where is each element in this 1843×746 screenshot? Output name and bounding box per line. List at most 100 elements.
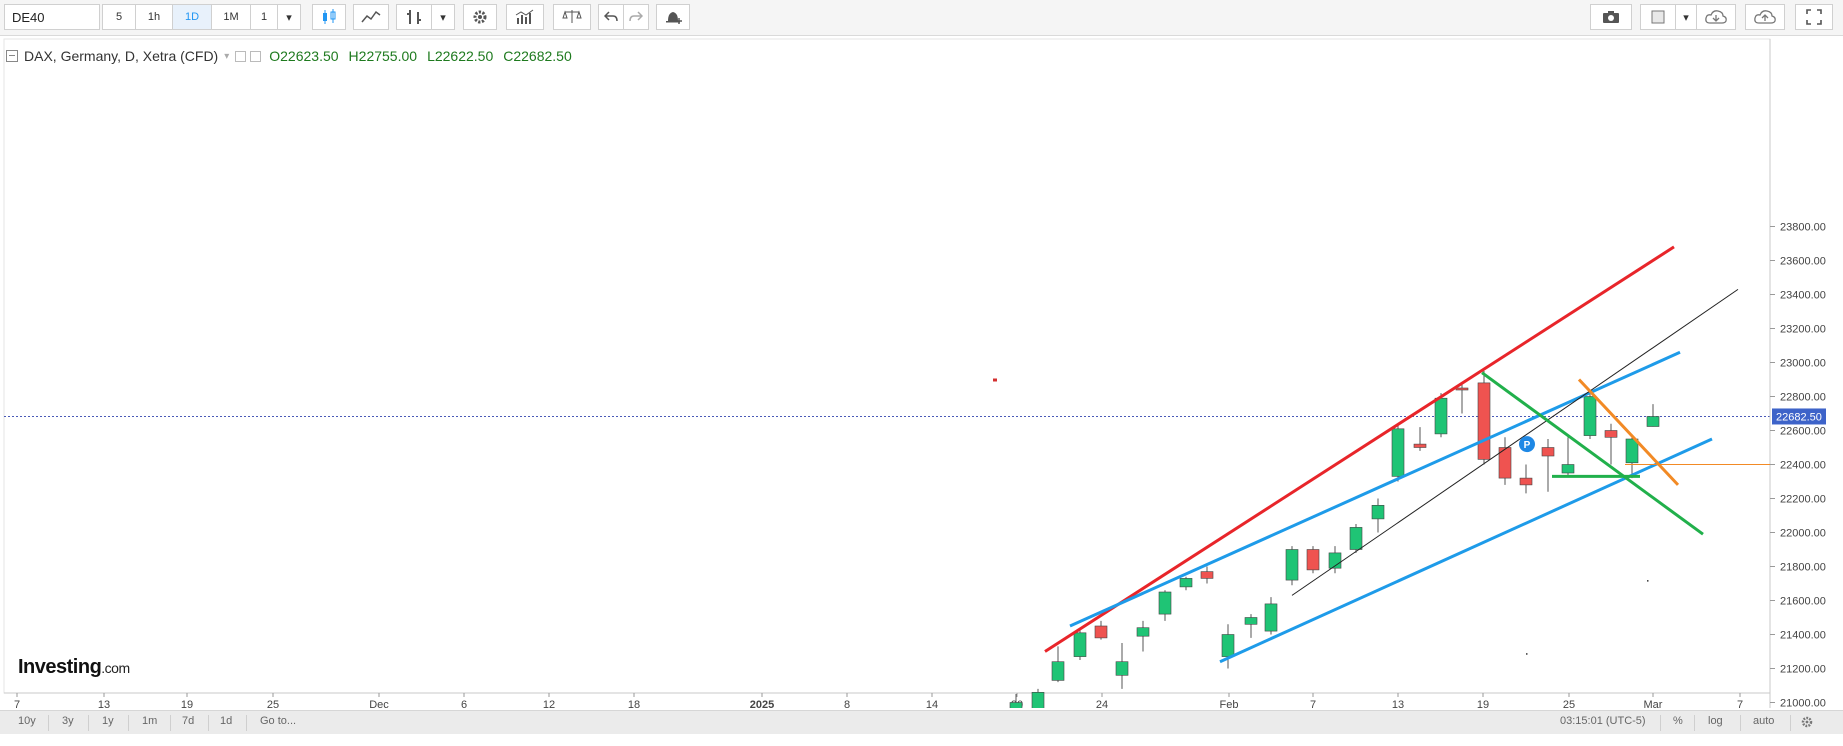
position-marker-glyph: P [1524, 440, 1531, 451]
bottom-bar: 10y 3y 1y 1m 7d 1d Go to... 03:15:01 (UT… [0, 710, 1843, 734]
x-tick-label: 25 [1563, 699, 1575, 708]
y-tick-label: 23600.00 [1780, 256, 1826, 268]
y-tick-label: 21000.00 [1780, 698, 1826, 709]
black-trendline[interactable] [1291, 288, 1739, 596]
chart-type-chevron-icon[interactable]: ▾ [431, 4, 455, 30]
x-tick-label: 7 [1310, 699, 1316, 708]
range-1y[interactable]: 1y [102, 715, 114, 727]
interval-1m-button[interactable]: 1M [211, 4, 251, 30]
x-tick-label: 25 [267, 699, 279, 708]
current-price-badge [1772, 408, 1826, 425]
candle-body [1498, 447, 1512, 479]
candle-body [1221, 634, 1235, 657]
candle-body [1264, 603, 1278, 632]
range-7d[interactable]: 7d [182, 715, 195, 727]
goto-button[interactable]: Go to... [260, 715, 297, 727]
settings-icon[interactable] [463, 4, 497, 30]
auto-toggle[interactable]: auto [1753, 715, 1775, 727]
stray-mark [993, 378, 997, 382]
open-value: O22623.50 [269, 48, 339, 64]
dot-mark [1647, 580, 1649, 582]
candle-body [1158, 591, 1172, 615]
chart-area[interactable]: 7131925Dec6121820258142024Feb7131925Mar7… [0, 36, 1843, 723]
y-tick-label: 23800.00 [1780, 222, 1826, 234]
candle-body [1200, 571, 1214, 579]
legend-chevron-icon[interactable]: ▾ [224, 50, 230, 62]
candle-body [1391, 428, 1405, 477]
candle-body [1009, 702, 1023, 719]
candle-body [1349, 527, 1363, 550]
undo-icon[interactable] [598, 4, 624, 30]
x-tick-label: 14 [926, 699, 938, 708]
top-toolbar: 5 1h 1D 1M 1 ▾ ▾ ▾ [0, 0, 1843, 36]
interval-5-button[interactable]: 5 [102, 4, 136, 30]
candle-body [1244, 617, 1258, 625]
candle-body [1519, 477, 1533, 486]
x-tick-label: 6 [461, 699, 467, 708]
range-3y[interactable]: 3y [62, 715, 74, 727]
x-tick-label: 19 [181, 699, 193, 708]
position-marker-icon[interactable] [1519, 436, 1535, 453]
bars-select[interactable]: 1 [250, 4, 278, 30]
x-tick-label: Dec [369, 699, 389, 708]
x-tick-label: 8 [844, 699, 850, 708]
percent-toggle[interactable]: % [1673, 715, 1683, 727]
y-tick-label: 21200.00 [1780, 664, 1826, 676]
red-trendline[interactable] [1044, 245, 1675, 653]
fullscreen-icon[interactable] [1795, 4, 1833, 30]
x-tick-label: 18 [628, 699, 640, 708]
y-tick-label: 22000.00 [1780, 528, 1826, 540]
y-tick-label: 22200.00 [1780, 494, 1826, 506]
green-trendline[interactable] [1481, 371, 1704, 536]
plot-frame [3, 38, 1771, 694]
x-tick-label: Feb [1220, 699, 1239, 708]
redo-icon[interactable] [623, 4, 649, 30]
close-value: C22682.50 [503, 48, 572, 64]
x-tick-label: 24 [1096, 699, 1108, 708]
indicators-icon[interactable] [506, 4, 544, 30]
log-toggle[interactable]: log [1708, 715, 1723, 727]
candle-body [1583, 396, 1597, 436]
chart-legend: DAX, Germany, D, Xetra (CFD) ▾ O22623.50… [6, 48, 572, 64]
investing-logo: Investing.com [18, 656, 130, 678]
candle-body [1625, 438, 1639, 464]
symbol-input[interactable] [4, 4, 100, 30]
cloud-save-icon[interactable] [1745, 4, 1785, 30]
candle-body [1073, 632, 1087, 657]
y-tick-label: 23400.00 [1780, 290, 1826, 302]
x-tick-label: Mar [1644, 699, 1663, 708]
y-tick-label: 22600.00 [1780, 426, 1826, 438]
line-chart-icon[interactable] [353, 4, 389, 30]
collapse-legend-icon[interactable] [6, 50, 18, 62]
chevron-down-icon[interactable]: ▾ [277, 4, 301, 30]
y-tick-label: 22800.00 [1780, 392, 1826, 404]
camera-icon[interactable] [1590, 4, 1632, 30]
blue-trendline[interactable] [1069, 350, 1681, 628]
compare-icon[interactable] [553, 4, 591, 30]
orange-trendline[interactable] [1577, 378, 1680, 486]
alert-icon[interactable] [656, 4, 690, 30]
clock-readout: 03:15:01 (UTC-5) [1560, 715, 1646, 727]
layout-chevron-icon[interactable]: ▾ [1675, 4, 1697, 30]
visibility-icon[interactable] [235, 50, 247, 62]
price-chart[interactable]: 7131925Dec6121820258142024Feb7131925Mar7… [0, 36, 1843, 723]
settings-small-icon[interactable] [250, 50, 262, 62]
candles-icon[interactable] [312, 4, 346, 30]
x-tick-label: 13 [1392, 699, 1404, 708]
candle-body [1561, 464, 1575, 474]
cloud-load-icon[interactable] [1696, 4, 1736, 30]
range-1m[interactable]: 1m [142, 715, 158, 727]
x-tick-label: 19 [1477, 699, 1489, 708]
interval-1h-button[interactable]: 1h [135, 4, 173, 30]
scale-settings-icon[interactable] [1800, 715, 1814, 732]
y-tick-label: 21400.00 [1780, 630, 1826, 642]
dot-mark [1526, 653, 1528, 655]
candle-body [1051, 661, 1065, 681]
range-10y[interactable]: 10y [18, 715, 36, 727]
interval-1d-button[interactable]: 1D [172, 4, 212, 30]
candle-body [1604, 430, 1618, 438]
range-1d[interactable]: 1d [220, 715, 233, 727]
bar-chart-icon[interactable] [396, 4, 432, 30]
candle-body [1413, 443, 1427, 448]
layout-icon[interactable] [1640, 4, 1676, 30]
